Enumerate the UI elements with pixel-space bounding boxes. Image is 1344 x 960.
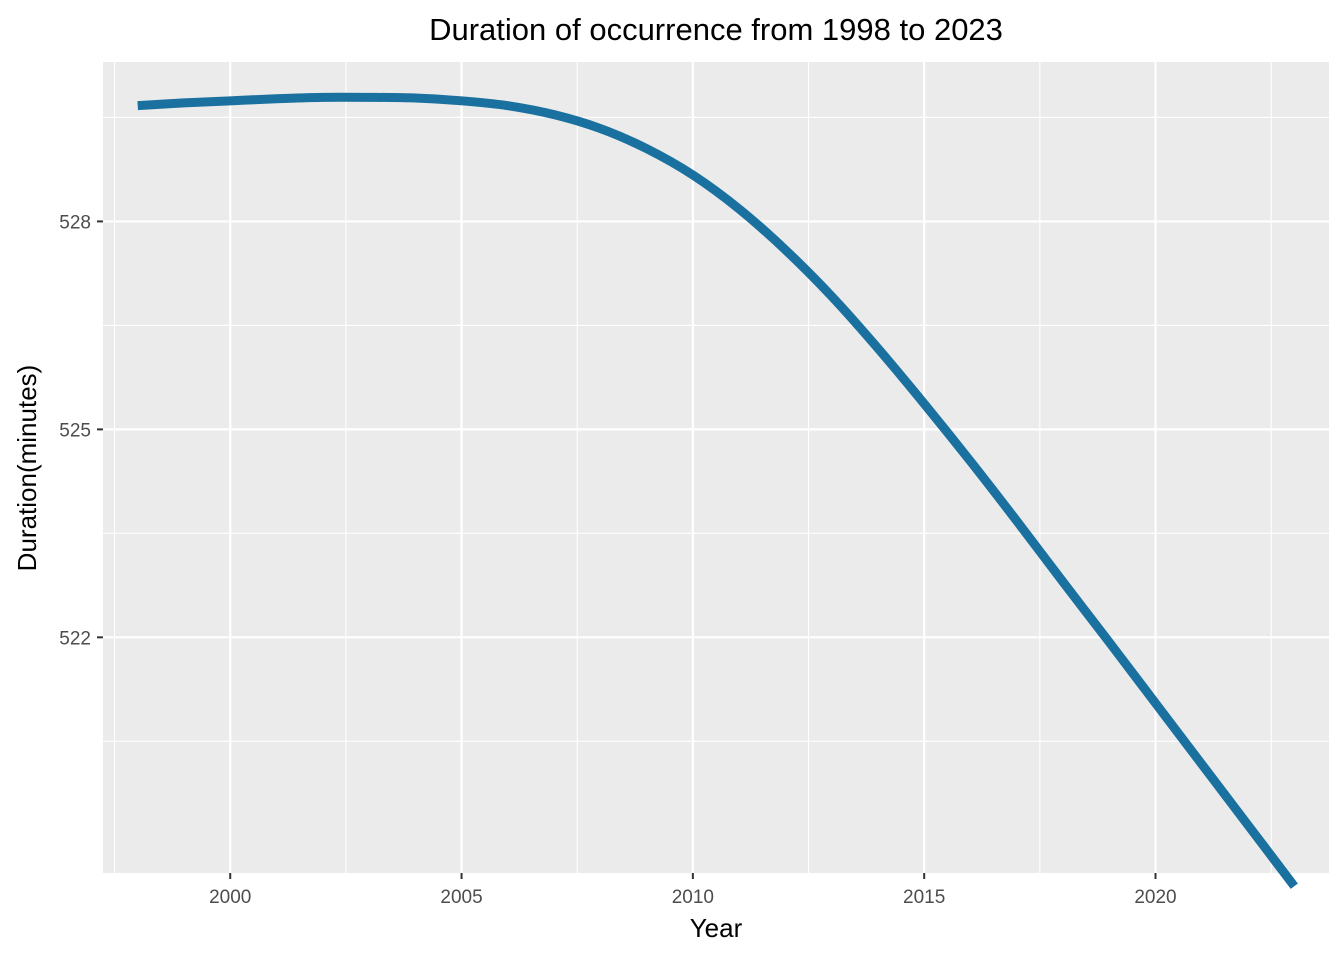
x-axis-title: Year	[690, 913, 743, 943]
x-tick-label: 2015	[903, 887, 945, 908]
y-axis-title: Duration(minutes)	[12, 365, 42, 572]
y-axis: 522 525 528	[59, 212, 103, 649]
x-tick-label: 2010	[672, 887, 714, 908]
grid-major	[103, 62, 1329, 873]
y-tick-label: 528	[59, 212, 91, 233]
x-axis: 2000 2005 2010 2015 2020	[209, 873, 1177, 908]
y-tick-label: 522	[59, 628, 91, 649]
x-tick-label: 2005	[440, 887, 482, 908]
series-line	[137, 92, 1298, 889]
x-tick-label: 2000	[209, 887, 251, 908]
plot-panel	[103, 62, 1329, 873]
grid-minor	[103, 62, 1329, 873]
chart-title: Duration of occurrence from 1998 to 2023	[429, 12, 1003, 47]
y-tick-label: 525	[59, 420, 91, 441]
x-tick-label: 2020	[1134, 887, 1176, 908]
